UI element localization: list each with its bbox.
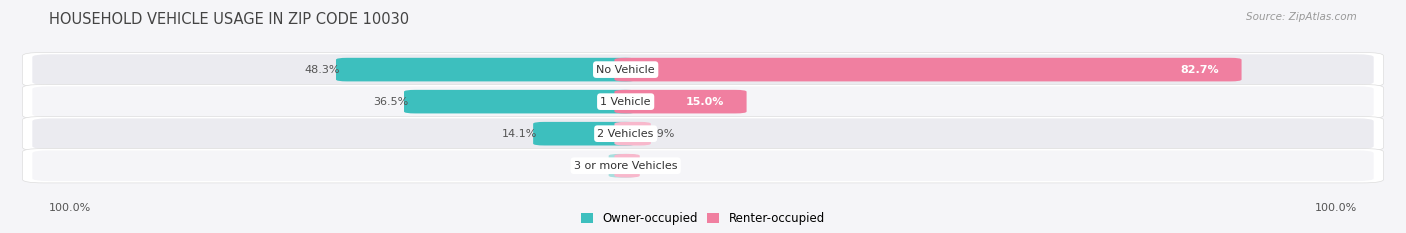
FancyBboxPatch shape — [336, 58, 637, 81]
FancyBboxPatch shape — [22, 149, 1384, 183]
FancyBboxPatch shape — [32, 86, 1374, 117]
FancyBboxPatch shape — [614, 122, 651, 145]
FancyBboxPatch shape — [32, 54, 1374, 85]
FancyBboxPatch shape — [22, 85, 1384, 119]
Legend: Owner-occupied, Renter-occupied: Owner-occupied, Renter-occupied — [581, 212, 825, 225]
Text: 48.3%: 48.3% — [305, 65, 340, 75]
Text: 100.0%: 100.0% — [49, 203, 91, 213]
Text: 0.39%: 0.39% — [636, 161, 671, 171]
FancyBboxPatch shape — [22, 116, 1384, 151]
Text: 36.5%: 36.5% — [373, 97, 408, 107]
Text: HOUSEHOLD VEHICLE USAGE IN ZIP CODE 10030: HOUSEHOLD VEHICLE USAGE IN ZIP CODE 1003… — [49, 12, 409, 27]
FancyBboxPatch shape — [404, 90, 637, 113]
FancyBboxPatch shape — [614, 58, 1241, 81]
Text: 2 Vehicles: 2 Vehicles — [598, 129, 654, 139]
Text: 14.1%: 14.1% — [502, 129, 537, 139]
FancyBboxPatch shape — [614, 154, 640, 178]
FancyBboxPatch shape — [22, 52, 1384, 87]
FancyBboxPatch shape — [533, 122, 637, 145]
Text: 82.7%: 82.7% — [1181, 65, 1219, 75]
FancyBboxPatch shape — [609, 154, 637, 178]
FancyBboxPatch shape — [32, 151, 1374, 181]
Text: 15.0%: 15.0% — [686, 97, 724, 107]
Text: 1 Vehicle: 1 Vehicle — [600, 97, 651, 107]
FancyBboxPatch shape — [32, 118, 1374, 149]
Text: 1.9%: 1.9% — [647, 129, 675, 139]
FancyBboxPatch shape — [614, 90, 747, 113]
Text: 100.0%: 100.0% — [1315, 203, 1357, 213]
Text: 3 or more Vehicles: 3 or more Vehicles — [574, 161, 678, 171]
Text: Source: ZipAtlas.com: Source: ZipAtlas.com — [1246, 12, 1357, 22]
Text: No Vehicle: No Vehicle — [596, 65, 655, 75]
Text: 1.0%: 1.0% — [585, 161, 613, 171]
